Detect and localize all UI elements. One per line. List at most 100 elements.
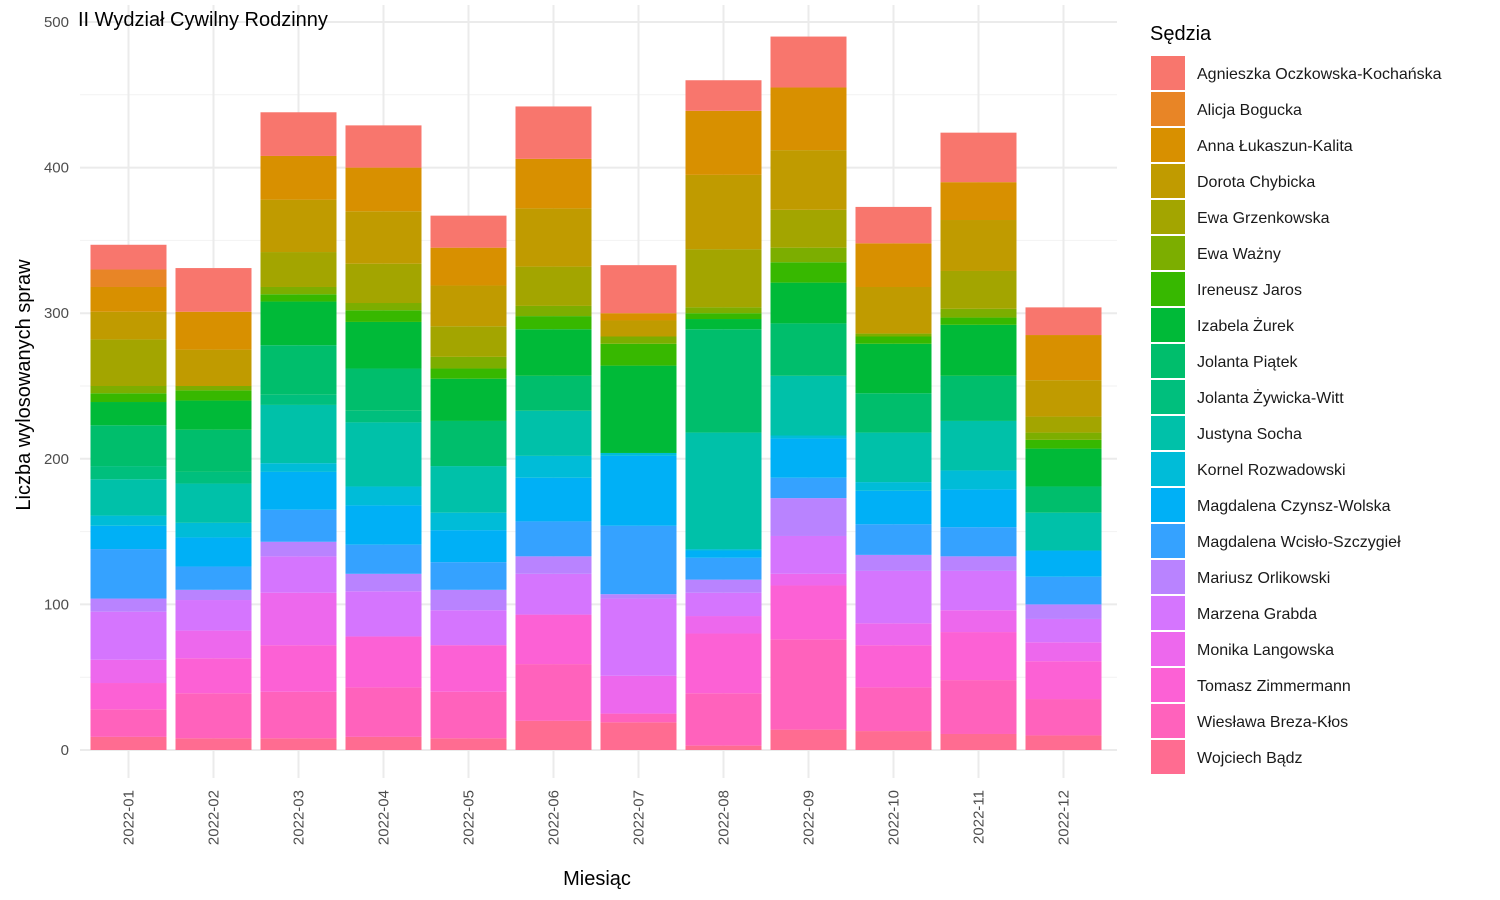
bar-segment xyxy=(1025,486,1102,513)
bar-segment xyxy=(770,498,847,536)
legend-label: Ewa Ważny xyxy=(1197,246,1281,263)
bar-segment xyxy=(685,319,762,330)
bar-segment xyxy=(855,243,932,287)
x-tick-label: 2022-02 xyxy=(206,790,223,845)
bar-segment xyxy=(260,463,337,472)
bar-segment xyxy=(600,365,677,453)
bar-segment xyxy=(515,521,592,557)
bar-segment xyxy=(175,349,252,386)
bar-segment xyxy=(260,286,337,295)
bar-segment xyxy=(940,220,1017,271)
bar-segment xyxy=(600,343,677,366)
bar-segment xyxy=(175,589,252,601)
bar-segment xyxy=(345,321,422,369)
bar-segment xyxy=(430,645,507,692)
x-tick-label: 2022-11 xyxy=(971,790,988,844)
bar-segment xyxy=(345,736,422,750)
bar-segment xyxy=(345,410,422,423)
bar-segment xyxy=(1025,380,1102,417)
bar-segment xyxy=(515,266,592,306)
bar-segment xyxy=(430,691,507,739)
bar-segment xyxy=(855,343,932,394)
x-tick-label: 2022-09 xyxy=(801,790,818,845)
legend-swatch xyxy=(1151,92,1185,126)
bar-segment xyxy=(685,550,762,558)
bar-segment xyxy=(345,486,422,506)
y-axis-ticks: 0 100 200 300 400 500 xyxy=(44,14,69,759)
bar-segment xyxy=(430,512,507,531)
bar-segment xyxy=(685,249,762,308)
bar-segment xyxy=(770,247,847,263)
y-tick-label: 400 xyxy=(44,160,69,177)
bar-segment xyxy=(175,471,252,484)
legend-label: Monika Langowska xyxy=(1197,642,1334,659)
bar-segment xyxy=(855,393,932,433)
bar-segment xyxy=(855,645,932,688)
legend-title: Sędzia xyxy=(1150,23,1212,45)
bar-segment xyxy=(90,549,167,599)
bar-segment xyxy=(260,556,337,593)
bar-segment xyxy=(685,432,762,550)
legend-swatch xyxy=(1151,632,1185,666)
legend-label: Jolanta Piątek xyxy=(1197,354,1299,371)
legend-label: Agnieszka Oczkowska-Kochańska xyxy=(1197,66,1442,83)
bar-segment xyxy=(685,633,762,694)
x-axis-ticks: 2022-01 2022-02 2022-03 2022-04 2022-05 2022-… xyxy=(121,790,1073,845)
bar-segment xyxy=(685,329,762,433)
bar-segment xyxy=(600,336,677,344)
bar-segment xyxy=(940,182,1017,221)
y-tick-label: 0 xyxy=(61,742,69,759)
bar-segment xyxy=(260,345,337,395)
bar-segment xyxy=(600,455,677,526)
bar-segment xyxy=(855,687,932,732)
bar-segment xyxy=(940,733,1017,750)
bar-segment xyxy=(90,479,167,516)
bar-segment xyxy=(685,557,762,580)
legend-label: Magdalena Czynsz-Wolska xyxy=(1197,498,1391,515)
bar-segment xyxy=(430,378,507,421)
chart-title: II Wydział Cywilny Rodzinny xyxy=(78,9,328,31)
bar-segment xyxy=(855,432,932,483)
legend-swatch xyxy=(1151,740,1185,774)
bar-segment xyxy=(90,286,167,312)
bar-segment xyxy=(345,310,422,322)
legend-swatch xyxy=(1151,344,1185,378)
bar-segment xyxy=(345,303,422,311)
bar-segment xyxy=(600,675,677,714)
bar-segment xyxy=(260,112,337,156)
legend-label: Ewa Grzenkowska xyxy=(1197,210,1330,227)
legend-swatch xyxy=(1151,596,1185,630)
bar-segment xyxy=(175,483,252,523)
bar-segment xyxy=(430,326,507,357)
bar-segment xyxy=(855,554,932,571)
bar-segment xyxy=(430,738,507,750)
bar-segment xyxy=(770,36,847,88)
bar-segment xyxy=(260,592,337,646)
bar-segment xyxy=(345,422,422,487)
bar-segment xyxy=(940,324,1017,376)
bar-segment xyxy=(345,211,422,264)
bar-segment xyxy=(685,307,762,314)
bar-segment xyxy=(770,585,847,640)
bar-segment xyxy=(770,573,847,586)
x-tick-label: 2022-04 xyxy=(376,790,393,845)
bar-segment xyxy=(345,636,422,688)
bar-segment xyxy=(1025,699,1102,736)
bar-segment xyxy=(600,722,677,750)
bar-segment xyxy=(345,368,422,411)
bar-segment xyxy=(175,537,252,567)
bar-segment xyxy=(260,541,337,557)
bar-segment xyxy=(515,305,592,317)
bar-segment xyxy=(345,505,422,545)
legend-label: Anna Łukaszun-Kalita xyxy=(1197,138,1353,155)
bar-segment xyxy=(90,311,167,340)
bar-segment xyxy=(940,610,1017,633)
bar-segment xyxy=(430,530,507,563)
legend-label: Izabela Żurek xyxy=(1197,316,1295,335)
bar-segment xyxy=(940,270,1017,309)
bar-segment xyxy=(175,311,252,350)
bar-segment xyxy=(175,693,252,739)
x-tick-label: 2022-03 xyxy=(291,790,308,845)
bar-segment xyxy=(770,209,847,248)
